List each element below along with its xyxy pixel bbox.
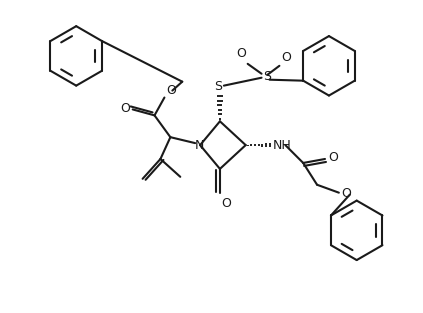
Text: O: O xyxy=(120,102,130,115)
Text: O: O xyxy=(281,51,291,64)
Text: NH: NH xyxy=(272,139,291,151)
Text: O: O xyxy=(166,84,176,96)
Text: N: N xyxy=(195,139,204,151)
Text: S: S xyxy=(214,80,222,93)
Text: O: O xyxy=(221,197,231,210)
Text: O: O xyxy=(236,47,246,60)
Text: O: O xyxy=(341,187,351,200)
Text: S: S xyxy=(264,70,272,83)
Text: O: O xyxy=(328,151,338,165)
